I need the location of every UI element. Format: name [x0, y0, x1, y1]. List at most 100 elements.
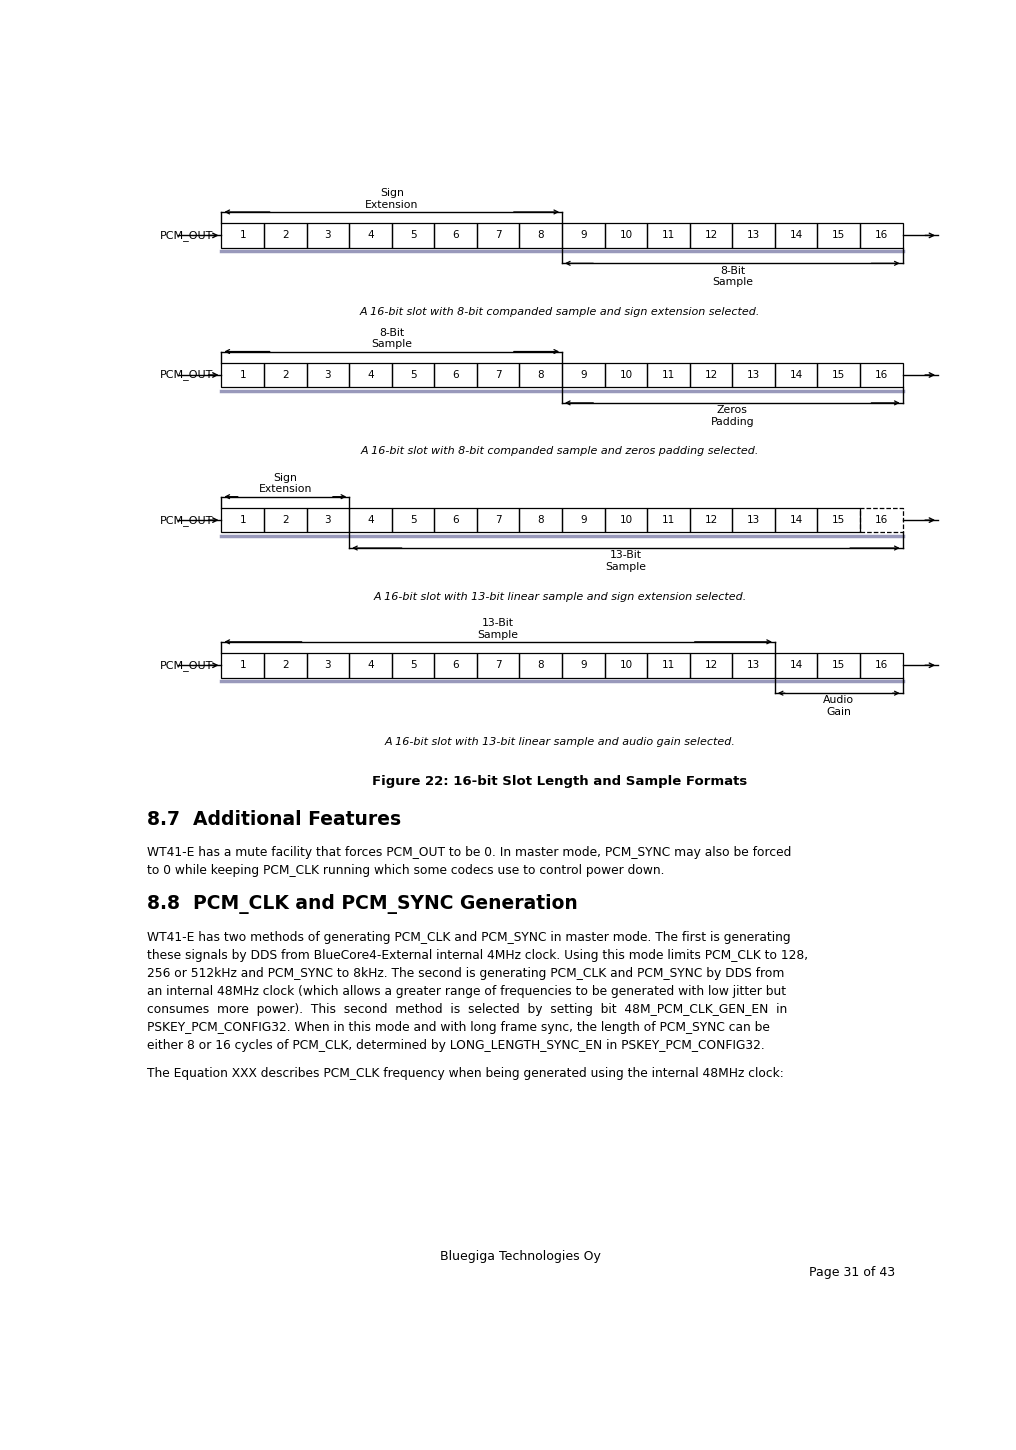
- Bar: [605, 223, 647, 248]
- Text: 9: 9: [580, 231, 586, 241]
- Bar: [562, 652, 605, 677]
- Text: 5: 5: [409, 370, 417, 380]
- Text: 16: 16: [875, 515, 888, 525]
- Text: 15: 15: [832, 231, 845, 241]
- Text: Zeros
Padding: Zeros Padding: [710, 405, 754, 426]
- Text: 1: 1: [240, 660, 246, 670]
- Bar: [221, 507, 264, 532]
- Text: 16: 16: [875, 231, 888, 241]
- Text: 8-Bit
Sample: 8-Bit Sample: [712, 265, 753, 287]
- Text: 4: 4: [367, 660, 374, 670]
- Text: 1: 1: [240, 370, 246, 380]
- Text: 6: 6: [452, 515, 459, 525]
- Bar: [477, 223, 519, 248]
- Bar: [519, 223, 562, 248]
- Text: 14: 14: [789, 660, 803, 670]
- Text: 9: 9: [580, 370, 586, 380]
- Text: 7: 7: [495, 660, 502, 670]
- Text: PCM_OUT: PCM_OUT: [161, 660, 213, 671]
- Text: 14: 14: [789, 370, 803, 380]
- Bar: [818, 652, 860, 677]
- Bar: [733, 507, 775, 532]
- Bar: [647, 223, 690, 248]
- Text: 15: 15: [832, 515, 845, 525]
- Bar: [860, 652, 902, 677]
- Bar: [350, 362, 392, 387]
- Bar: [264, 507, 307, 532]
- Text: 4: 4: [367, 515, 374, 525]
- Text: 3: 3: [324, 370, 331, 380]
- Bar: [647, 507, 690, 532]
- Bar: [307, 507, 350, 532]
- Bar: [860, 362, 902, 387]
- Text: 2: 2: [282, 515, 289, 525]
- Text: 8: 8: [537, 370, 544, 380]
- Text: Sign
Extension: Sign Extension: [365, 188, 419, 210]
- Bar: [221, 652, 264, 677]
- Text: 5: 5: [409, 660, 417, 670]
- Text: 13: 13: [747, 660, 760, 670]
- Bar: [733, 223, 775, 248]
- Text: 3: 3: [324, 660, 331, 670]
- Bar: [733, 362, 775, 387]
- Bar: [690, 652, 733, 677]
- Text: 3: 3: [324, 515, 331, 525]
- Text: 8.8  PCM_CLK and PCM_SYNC Generation: 8.8 PCM_CLK and PCM_SYNC Generation: [146, 895, 577, 914]
- Bar: [818, 362, 860, 387]
- Bar: [307, 362, 350, 387]
- Bar: [690, 507, 733, 532]
- Text: 4: 4: [367, 370, 374, 380]
- Bar: [605, 362, 647, 387]
- Bar: [392, 507, 434, 532]
- Text: 2: 2: [282, 660, 289, 670]
- Text: 12: 12: [704, 660, 717, 670]
- Text: Bluegiga Technologies Oy: Bluegiga Technologies Oy: [440, 1250, 601, 1263]
- Bar: [434, 362, 477, 387]
- Text: 13: 13: [747, 231, 760, 241]
- Bar: [519, 362, 562, 387]
- Bar: [647, 652, 690, 677]
- Text: 15: 15: [832, 660, 845, 670]
- Text: 11: 11: [661, 231, 675, 241]
- Bar: [860, 507, 902, 532]
- Text: 10: 10: [620, 370, 632, 380]
- Text: 10: 10: [620, 515, 632, 525]
- Bar: [605, 652, 647, 677]
- Text: 13-Bit
Sample: 13-Bit Sample: [478, 618, 519, 639]
- Text: 3: 3: [324, 231, 331, 241]
- Bar: [605, 507, 647, 532]
- Text: WT41-E has two methods of generating PCM_CLK and PCM_SYNC in master mode. The fi: WT41-E has two methods of generating PCM…: [146, 931, 808, 1053]
- Bar: [221, 223, 264, 248]
- Bar: [519, 507, 562, 532]
- Bar: [775, 507, 818, 532]
- Text: 9: 9: [580, 660, 586, 670]
- Text: PCM_OUT: PCM_OUT: [161, 231, 213, 241]
- Bar: [392, 362, 434, 387]
- Bar: [434, 652, 477, 677]
- Bar: [477, 507, 519, 532]
- Text: PCM_OUT: PCM_OUT: [161, 370, 213, 380]
- Text: 16: 16: [875, 370, 888, 380]
- Bar: [690, 362, 733, 387]
- Text: The Equation XXX describes PCM_CLK frequency when being generated using the inte: The Equation XXX describes PCM_CLK frequ…: [146, 1067, 783, 1080]
- Bar: [307, 223, 350, 248]
- Text: 13: 13: [747, 515, 760, 525]
- Bar: [775, 652, 818, 677]
- Bar: [307, 652, 350, 677]
- Text: 7: 7: [495, 370, 502, 380]
- Text: 1: 1: [240, 231, 246, 241]
- Text: 6: 6: [452, 660, 459, 670]
- Bar: [562, 507, 605, 532]
- Bar: [392, 223, 434, 248]
- Text: A 16-bit slot with 8-bit companded sample and sign extension selected.: A 16-bit slot with 8-bit companded sampl…: [360, 307, 760, 318]
- Text: A 16-bit slot with 8-bit companded sample and zeros padding selected.: A 16-bit slot with 8-bit companded sampl…: [361, 447, 759, 457]
- Bar: [350, 223, 392, 248]
- Bar: [775, 223, 818, 248]
- Bar: [434, 507, 477, 532]
- Bar: [264, 223, 307, 248]
- Text: 10: 10: [620, 231, 632, 241]
- Text: 7: 7: [495, 515, 502, 525]
- Text: 8-Bit
Sample: 8-Bit Sample: [371, 328, 412, 349]
- Text: 7: 7: [495, 231, 502, 241]
- Bar: [350, 507, 392, 532]
